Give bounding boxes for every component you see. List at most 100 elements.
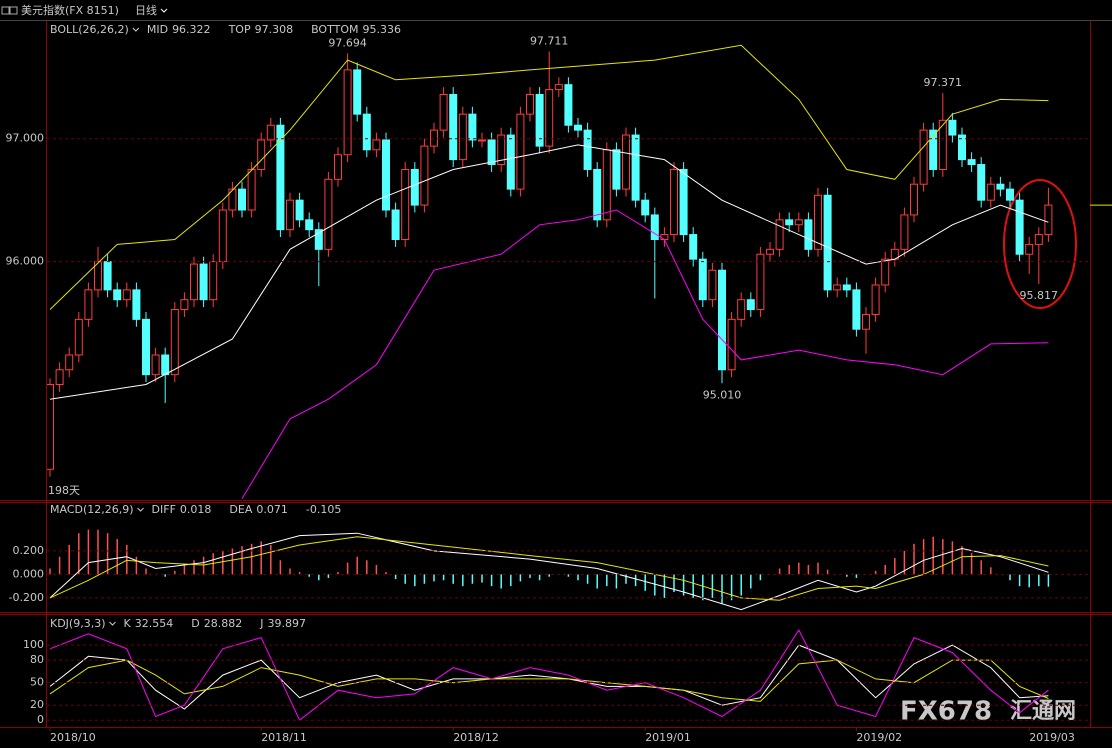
candle-body: [919, 129, 928, 185]
y-tick-label: 0.000: [13, 567, 45, 580]
candle-body: [1006, 188, 1014, 201]
candle-body: [564, 84, 573, 126]
candle-body: [47, 383, 54, 470]
candle-body: [967, 159, 976, 166]
legend-label: DEA: [229, 503, 252, 516]
candle-body: [881, 258, 890, 286]
legend-value: 32.554: [135, 617, 174, 630]
candle-body: [718, 269, 726, 371]
candle-body: [487, 139, 496, 166]
indicator-line: [49, 532, 1049, 611]
period-chevron[interactable]: [160, 8, 168, 13]
candle-body: [670, 168, 678, 236]
indicator-name: MACD(12,26,9): [50, 503, 134, 516]
indicator-chevron: [132, 27, 140, 32]
candle-body: [113, 289, 122, 301]
candle-body: [929, 129, 938, 170]
indicator-chevron: [137, 507, 144, 512]
x-tick-label: 2019/01: [645, 731, 691, 744]
legend-value: 0.071: [256, 503, 288, 516]
legend-value: 0.018: [180, 503, 212, 516]
frame: [0, 20, 1112, 728]
candle-body: [910, 183, 918, 216]
candle-body: [295, 199, 304, 221]
candle-body: [727, 318, 736, 371]
candle-body: [218, 209, 227, 263]
period-selector[interactable]: 日线: [135, 3, 157, 17]
candle-body: [622, 134, 630, 190]
legend-value: -0.105: [306, 503, 341, 516]
candle-body: [641, 199, 650, 216]
candle-body: [612, 149, 621, 190]
legend-label: MID: [147, 23, 168, 36]
candle-body: [180, 299, 189, 311]
candle-body: [1015, 199, 1024, 255]
candle-body: [506, 134, 515, 190]
extreme-label: 95.817: [1020, 289, 1059, 302]
candle-body: [362, 113, 371, 151]
legend-label: DIFF: [152, 503, 176, 516]
candle-body: [420, 145, 429, 206]
legend-value: 95.336: [362, 23, 401, 36]
candle-body: [986, 183, 995, 201]
candle-body: [228, 188, 237, 211]
candle-body: [977, 164, 986, 201]
candle-body: [55, 369, 64, 385]
candle-body: [526, 93, 534, 115]
candle-body: [103, 261, 112, 291]
indicator-line: [49, 144, 1049, 400]
candle-body: [631, 134, 640, 201]
candle-body: [996, 183, 1005, 190]
candle-body: [833, 284, 842, 291]
candle-body: [1044, 204, 1053, 236]
x-tick-label: 2019/02: [856, 731, 902, 744]
legend-label: D: [191, 617, 199, 630]
candle-body: [823, 194, 832, 291]
candle-body: [353, 69, 362, 115]
app-icon: [1, 6, 18, 15]
plot-area: [47, 44, 1053, 500]
legend-value: 97.308: [255, 23, 294, 36]
legend-label: BOTTOM: [311, 23, 358, 36]
candle-body: [190, 263, 198, 301]
extreme-label: 97.371: [924, 76, 963, 89]
candle-body: [593, 168, 602, 221]
legend-label: K: [124, 617, 132, 630]
indicator-line: [49, 628, 1049, 721]
watermark-brand: FX678: [900, 697, 992, 727]
y-tick-label: 20: [30, 698, 44, 711]
candle-body: [305, 219, 314, 231]
x-tick-label: 2018/11: [261, 731, 307, 744]
candle-body: [535, 93, 544, 147]
candle-body: [247, 168, 256, 211]
candle-body: [766, 248, 774, 255]
candle-body: [814, 194, 822, 250]
legend-label: TOP: [228, 23, 251, 36]
indicator-line: [49, 644, 1049, 710]
candle-body: [708, 269, 717, 301]
candle-body: [602, 149, 611, 221]
indicator-line: [49, 659, 1049, 702]
candle-body: [391, 209, 400, 240]
candle-body: [324, 178, 333, 250]
legend-label: J: [259, 617, 263, 630]
day-count: 198天: [48, 484, 80, 497]
candle-body: [804, 219, 813, 250]
candle-body: [276, 124, 285, 231]
candle-body: [410, 168, 419, 206]
y-tick-label: 0: [37, 713, 44, 726]
y-tick-label: 96.000: [6, 255, 45, 268]
candle-body: [679, 168, 688, 236]
candle-body: [938, 119, 947, 170]
candle-body: [852, 289, 861, 330]
indicator-line: [49, 44, 1049, 310]
candle-body: [737, 299, 746, 320]
legend-value: 28.882: [204, 617, 243, 630]
candle-body: [698, 258, 707, 301]
x-tick-label: 2019/03: [1029, 731, 1075, 744]
instrument-title: 美元指数(FX 8151): [21, 3, 119, 17]
candle-body: [775, 219, 784, 250]
indicator-name: KDJ(9,3,3): [50, 617, 106, 630]
y-tick-label: -0.200: [9, 591, 44, 604]
